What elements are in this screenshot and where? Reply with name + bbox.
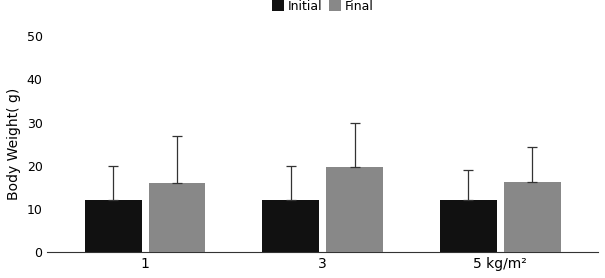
Bar bbox=[85, 200, 142, 252]
Bar bbox=[504, 182, 561, 252]
Y-axis label: Body Weight( g): Body Weight( g) bbox=[7, 88, 21, 200]
Bar bbox=[149, 183, 206, 252]
Bar bbox=[263, 200, 319, 252]
Bar bbox=[326, 167, 383, 252]
Bar bbox=[440, 200, 497, 252]
Legend: Initial, Final: Initial, Final bbox=[267, 0, 379, 18]
